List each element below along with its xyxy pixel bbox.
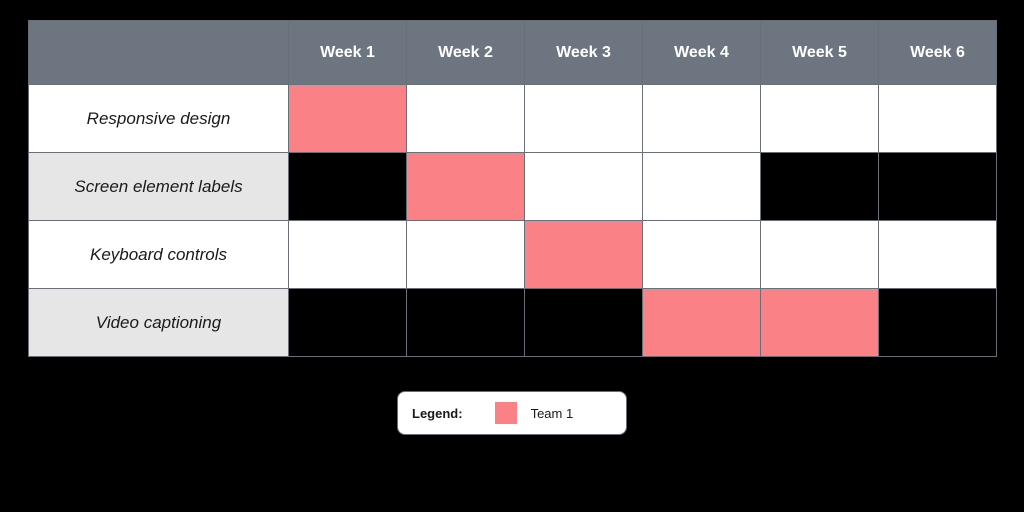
gantt-cell <box>407 85 525 153</box>
gantt-cell <box>879 221 997 289</box>
table-row: Responsive design <box>29 85 997 153</box>
chart-container: Week 1 Week 2 Week 3 Week 4 Week 5 Week … <box>0 0 1024 435</box>
gantt-cell <box>761 221 879 289</box>
gantt-cell <box>643 153 761 221</box>
gantt-cell <box>879 153 997 221</box>
gantt-cell <box>407 221 525 289</box>
legend: Legend: Team 1 <box>397 391 627 435</box>
row-label: Responsive design <box>29 85 289 153</box>
gantt-cell <box>407 289 525 357</box>
col-header: Week 4 <box>643 21 761 85</box>
gantt-cell <box>761 289 879 357</box>
gantt-cell <box>289 221 407 289</box>
header-row: Week 1 Week 2 Week 3 Week 4 Week 5 Week … <box>29 21 997 85</box>
col-header: Week 2 <box>407 21 525 85</box>
gantt-cell <box>525 221 643 289</box>
gantt-cell <box>643 221 761 289</box>
gantt-cell <box>761 153 879 221</box>
gantt-cell <box>407 153 525 221</box>
col-header: Week 5 <box>761 21 879 85</box>
gantt-cell <box>525 85 643 153</box>
col-header: Week 6 <box>879 21 997 85</box>
gantt-cell <box>643 289 761 357</box>
gantt-cell <box>289 289 407 357</box>
header-blank <box>29 21 289 85</box>
table-row: Keyboard controls <box>29 221 997 289</box>
gantt-cell <box>761 85 879 153</box>
gantt-cell <box>525 153 643 221</box>
legend-swatch <box>495 402 517 424</box>
row-label: Screen element labels <box>29 153 289 221</box>
gantt-cell <box>879 289 997 357</box>
table-row: Screen element labels <box>29 153 997 221</box>
gantt-cell <box>289 153 407 221</box>
col-header: Week 1 <box>289 21 407 85</box>
row-label: Video captioning <box>29 289 289 357</box>
table-row: Video captioning <box>29 289 997 357</box>
gantt-cell <box>525 289 643 357</box>
col-header: Week 3 <box>525 21 643 85</box>
gantt-cell <box>289 85 407 153</box>
legend-label: Legend: <box>412 406 463 421</box>
gantt-table: Week 1 Week 2 Week 3 Week 4 Week 5 Week … <box>28 20 997 357</box>
gantt-cell <box>643 85 761 153</box>
row-label: Keyboard controls <box>29 221 289 289</box>
gantt-body: Responsive designScreen element labelsKe… <box>29 85 997 357</box>
gantt-cell <box>879 85 997 153</box>
legend-item-name: Team 1 <box>531 406 574 421</box>
